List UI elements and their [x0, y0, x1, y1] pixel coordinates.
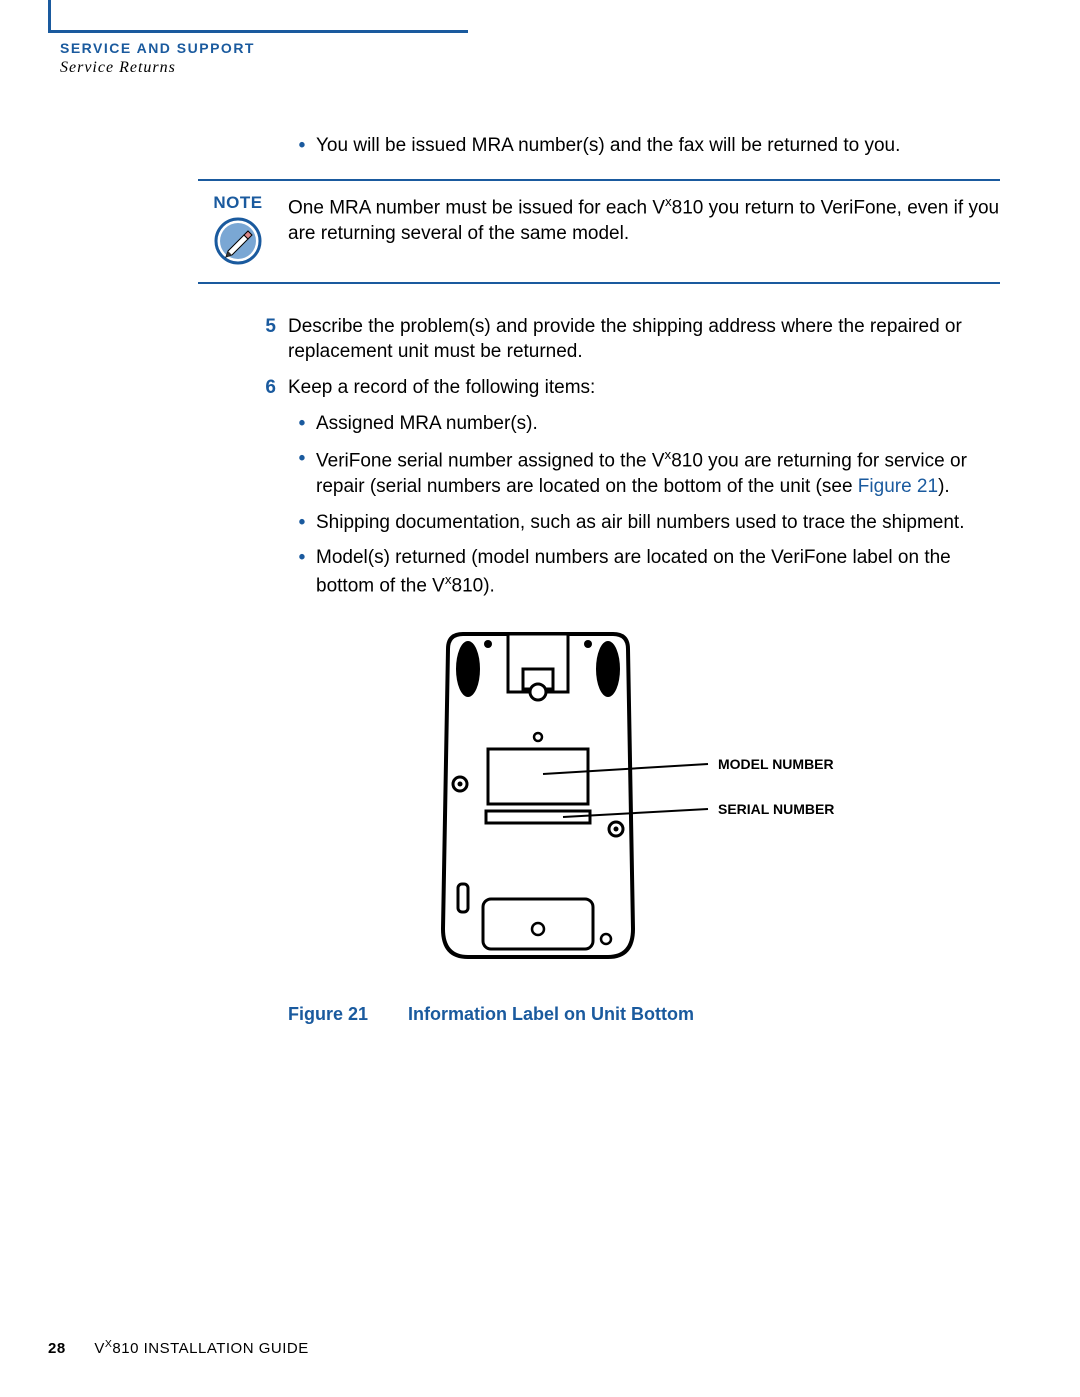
- bullet-icon: •: [288, 411, 316, 437]
- page-header: SERVICE AND SUPPORT Service Returns: [60, 40, 1000, 77]
- figure-label-serial: SERIAL NUMBER: [718, 801, 834, 817]
- step-6-bullet-c: • Shipping documentation, such as air bi…: [288, 510, 1000, 536]
- footer-title: VX810 INSTALLATION GUIDE: [94, 1340, 308, 1357]
- figure-caption-num: Figure 21: [288, 1004, 368, 1024]
- step-6-bullet-b: • VeriFone serial number assigned to the…: [288, 446, 1000, 500]
- intro-bullet-text: You will be issued MRA number(s) and the…: [316, 133, 1000, 159]
- step-6-num: 6: [248, 375, 276, 401]
- header-subsection: Service Returns: [60, 59, 1000, 77]
- note-pencil-icon: [214, 217, 262, 265]
- step-5-text: Describe the problem(s) and provide the …: [288, 314, 1000, 365]
- intro-bullet: • You will be issued MRA number(s) and t…: [288, 133, 1000, 159]
- step-5: 5 Describe the problem(s) and provide th…: [288, 314, 1000, 365]
- figure-label-model: MODEL NUMBER: [718, 756, 834, 772]
- bullet-icon: •: [288, 446, 316, 500]
- page-footer: 28 VX810 INSTALLATION GUIDE: [48, 1338, 309, 1357]
- step-6-bullet-a: • Assigned MRA number(s).: [288, 411, 1000, 437]
- step-6-bullet-b-text: VeriFone serial number assigned to the V…: [316, 446, 1000, 500]
- corner-rule-horizontal: [48, 30, 468, 33]
- step-6-text: Keep a record of the following items:: [288, 375, 1000, 401]
- note-text-before: One MRA number must be issued for each V: [288, 197, 665, 218]
- note-callout: NOTE One MRA number must be issued for e…: [198, 179, 1000, 284]
- note-label: NOTE: [198, 193, 278, 213]
- step-5-num: 5: [248, 314, 276, 365]
- step-6-bullet-d-text: Model(s) returned (model numbers are loc…: [316, 545, 1000, 599]
- figure-caption: Figure 21 Information Label on Unit Botto…: [288, 1004, 1000, 1025]
- note-text: One MRA number must be issued for each V…: [278, 193, 1000, 247]
- figure-21-diagram: MODEL NUMBER SERIAL NUMBER: [408, 629, 1000, 974]
- note-text-sup: x: [665, 194, 672, 209]
- corner-rule-vertical: [48, 0, 51, 32]
- step-6-bullet-a-text: Assigned MRA number(s).: [316, 411, 1000, 437]
- bullet-icon: •: [288, 133, 316, 159]
- header-section: SERVICE AND SUPPORT: [60, 40, 1000, 56]
- figure-21-link[interactable]: Figure 21: [858, 476, 938, 497]
- step-6-bullet-c-text: Shipping documentation, such as air bill…: [316, 510, 1000, 536]
- bullet-icon: •: [288, 545, 316, 599]
- step-6-bullet-d: • Model(s) returned (model numbers are l…: [288, 545, 1000, 599]
- figure-caption-text: Information Label on Unit Bottom: [408, 1004, 694, 1024]
- page-number: 28: [48, 1340, 66, 1357]
- bullet-icon: •: [288, 510, 316, 536]
- step-6: 6 Keep a record of the following items:: [288, 375, 1000, 401]
